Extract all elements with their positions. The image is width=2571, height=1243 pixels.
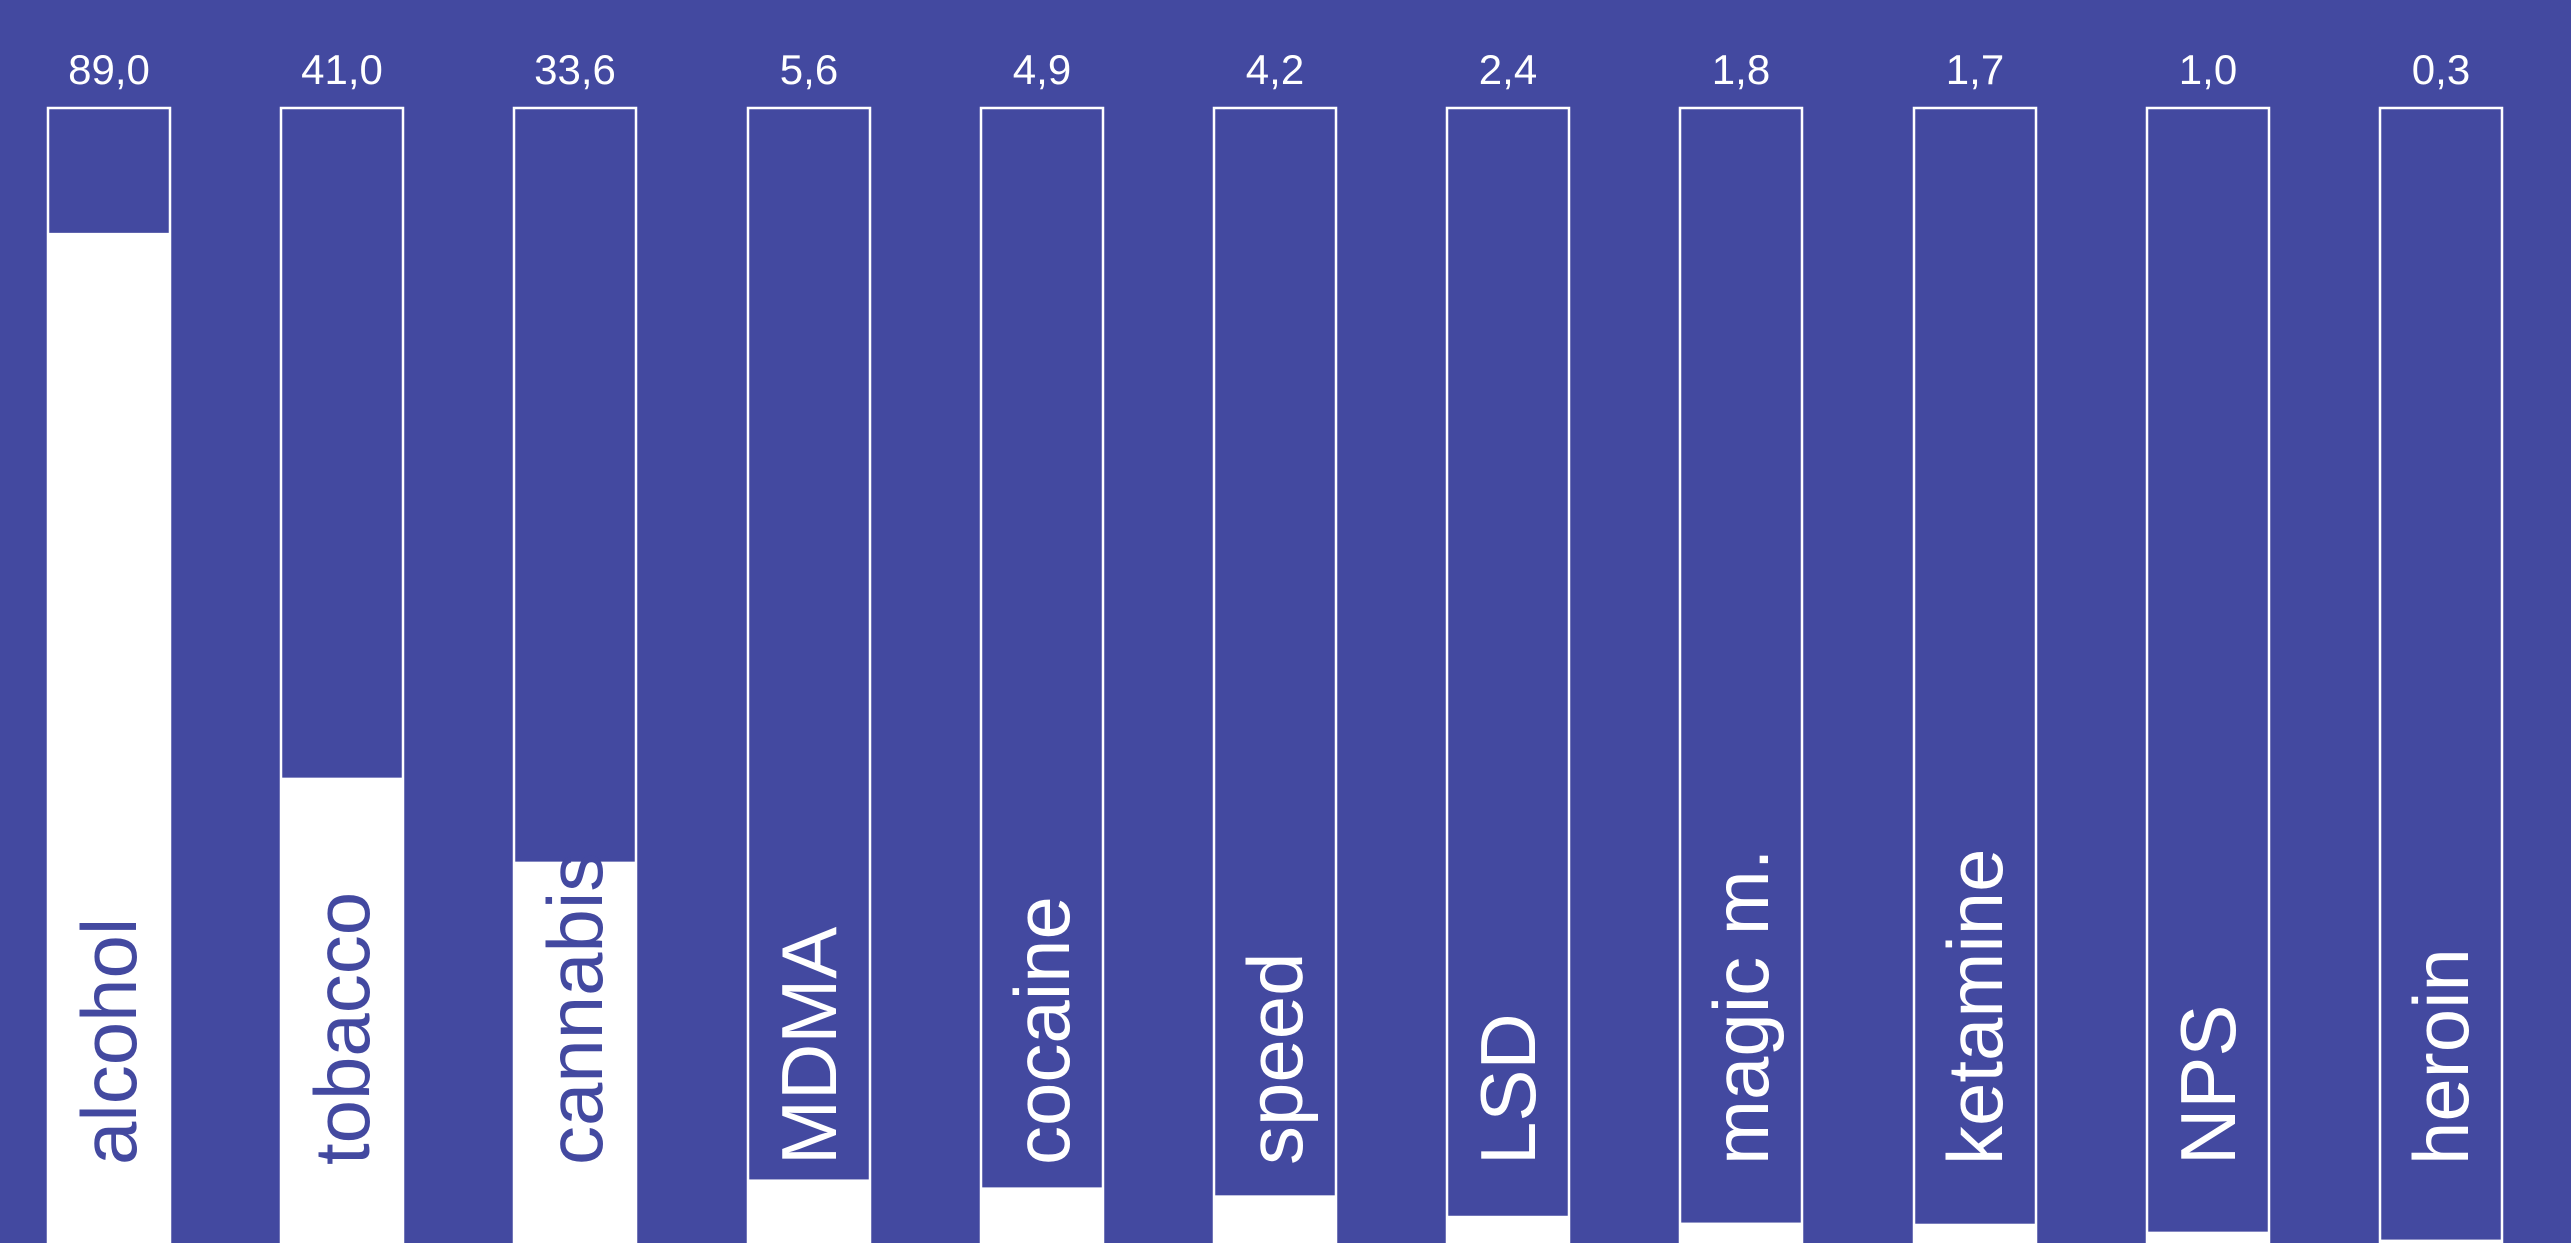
bar-outline [979,106,1105,1243]
category-label: magic m. [1697,849,1785,1165]
category-label: speed [1231,952,1319,1165]
bar [747,1179,871,1243]
bar-outline [1445,106,1571,1243]
value-label: 89,0 [68,46,150,93]
category-label: LSD [1464,1013,1552,1165]
value-label: 2,4 [1479,46,1537,93]
bar [513,861,637,1243]
bar-group: 5,6 MDMA [746,46,872,1243]
bar-outline [279,106,405,1243]
value-label: 33,6 [534,46,616,93]
category-label: cannabis [531,853,619,1165]
bar-group: 1,7 ketamine [1912,46,2038,1243]
bar-outline [1678,106,1804,1243]
bar [280,777,404,1243]
value-label: 41,0 [301,46,383,93]
value-label: 1,8 [1712,46,1770,93]
value-label: 5,6 [780,46,838,93]
bar-group: 1,8 magic m. [1678,46,1804,1243]
value-label: 4,2 [1246,46,1304,93]
value-label: 0,3 [2412,46,2470,93]
category-label: ketamine [1931,849,2019,1166]
category-label: heroin [2397,948,2485,1165]
bar-group: 1,0 NPS [2145,46,2271,1243]
bar-group: 0,3 heroin [2378,46,2504,1243]
bars-group: 89,0 alcohol 41,0 tobacco 33,6 cannabis 5,6 MDM… [46,46,2504,1243]
value-label: 1,7 [1946,46,2004,93]
bar-group: 41,0 tobacco [279,46,405,1243]
bar-group: 2,4 LSD [1445,46,1571,1243]
category-label: tobacco [298,892,386,1165]
category-label: NPS [2164,1005,2252,1165]
bar-outline [1912,106,2038,1243]
bar-outline [1212,106,1338,1243]
category-label: alcohol [65,918,153,1165]
bar-group: 89,0 alcohol [46,46,172,1243]
bar-group: 33,6 cannabis [512,46,638,1243]
bar [47,232,171,1243]
bar-outline [46,106,172,1243]
category-label: MDMA [765,927,853,1165]
bar [2379,1239,2503,1243]
bar [1913,1223,2037,1243]
value-label: 1,0 [2179,46,2237,93]
bar-outline [2378,106,2504,1243]
bar-group: 4,9 cocaine [979,46,1105,1243]
bar [1679,1222,1803,1243]
bar [980,1187,1104,1243]
bar-outline [512,106,638,1243]
category-label: cocaine [998,896,1086,1165]
bar-outline [2145,106,2271,1243]
bar-group: 4,2 speed [1212,46,1338,1243]
bar [2146,1231,2270,1243]
bar [1446,1215,1570,1243]
bar [1213,1195,1337,1243]
bar-outline [746,106,872,1243]
value-label: 4,9 [1013,46,1071,93]
